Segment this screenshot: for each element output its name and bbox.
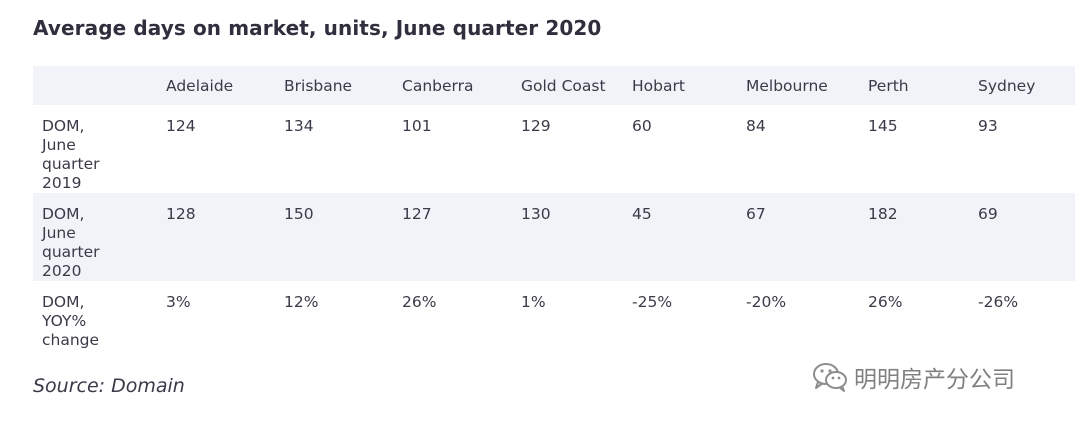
table-cell: -20% <box>746 293 787 311</box>
row-label: DOM, June quarter 2019 <box>42 117 100 192</box>
watermark: 明明房产分公司 <box>812 360 1015 394</box>
table-cell: 101 <box>402 117 432 135</box>
watermark-text: 明明房产分公司 <box>854 367 1015 393</box>
table-cell: 84 <box>746 117 766 135</box>
table-cell: 60 <box>632 117 652 135</box>
row-label-cell: DOM, June quarter 2020 <box>33 193 166 281</box>
chart-title: Average days on market, units, June quar… <box>33 16 602 40</box>
table-cell: 45 <box>632 205 652 223</box>
row-label-cell: DOM, June quarter 2019 <box>33 105 166 193</box>
table-cell: 124 <box>166 117 196 135</box>
table-cell: 26% <box>402 293 437 311</box>
table-row: DOM, June quarter 2020 128 150 127 130 4… <box>33 193 1075 281</box>
table-cell: 182 <box>868 205 898 223</box>
table-cell: 1% <box>521 293 546 311</box>
table-cell: 145 <box>868 117 898 135</box>
wechat-icon <box>813 363 847 392</box>
table-row: DOM, YOY% change 3% 12% 26% 1% -25% -20%… <box>33 281 1075 360</box>
column-header: Adelaide <box>166 76 234 95</box>
table-cell: 134 <box>284 117 314 135</box>
table-cell: 128 <box>166 205 196 223</box>
table-row: DOM, June quarter 2019 124 134 101 129 6… <box>33 105 1075 193</box>
row-label: DOM, June quarter 2020 <box>42 205 100 280</box>
row-label-cell: DOM, YOY% change <box>33 281 166 360</box>
column-header: Canberra <box>402 76 474 95</box>
table-cell: -26% <box>978 293 1019 311</box>
column-header: Gold Coast <box>521 76 606 95</box>
table-cell: 26% <box>868 293 903 311</box>
table-cell: 12% <box>284 293 319 311</box>
table-cell: 130 <box>521 205 551 223</box>
column-header: Melbourne <box>746 76 828 95</box>
source-note: Source: Domain <box>33 375 185 397</box>
column-header: Brisbane <box>284 76 353 95</box>
table-cell: 150 <box>284 205 314 223</box>
table-cell: 93 <box>978 117 998 135</box>
data-table: Adelaide Brisbane Canberra Gold Coast Ho… <box>33 66 1075 360</box>
table-cell: 129 <box>521 117 551 135</box>
column-header <box>33 66 166 105</box>
table-cell: 69 <box>978 205 998 223</box>
table-cell: -25% <box>632 293 673 311</box>
table-header-row: Adelaide Brisbane Canberra Gold Coast Ho… <box>33 66 1075 105</box>
table-cell: 67 <box>746 205 766 223</box>
column-header: Sydney <box>978 76 1036 95</box>
column-header: Hobart <box>632 76 685 95</box>
column-header: Perth <box>868 76 909 95</box>
table-cell: 127 <box>402 205 432 223</box>
table-cell: 3% <box>166 293 191 311</box>
row-label: DOM, YOY% change <box>42 293 100 349</box>
